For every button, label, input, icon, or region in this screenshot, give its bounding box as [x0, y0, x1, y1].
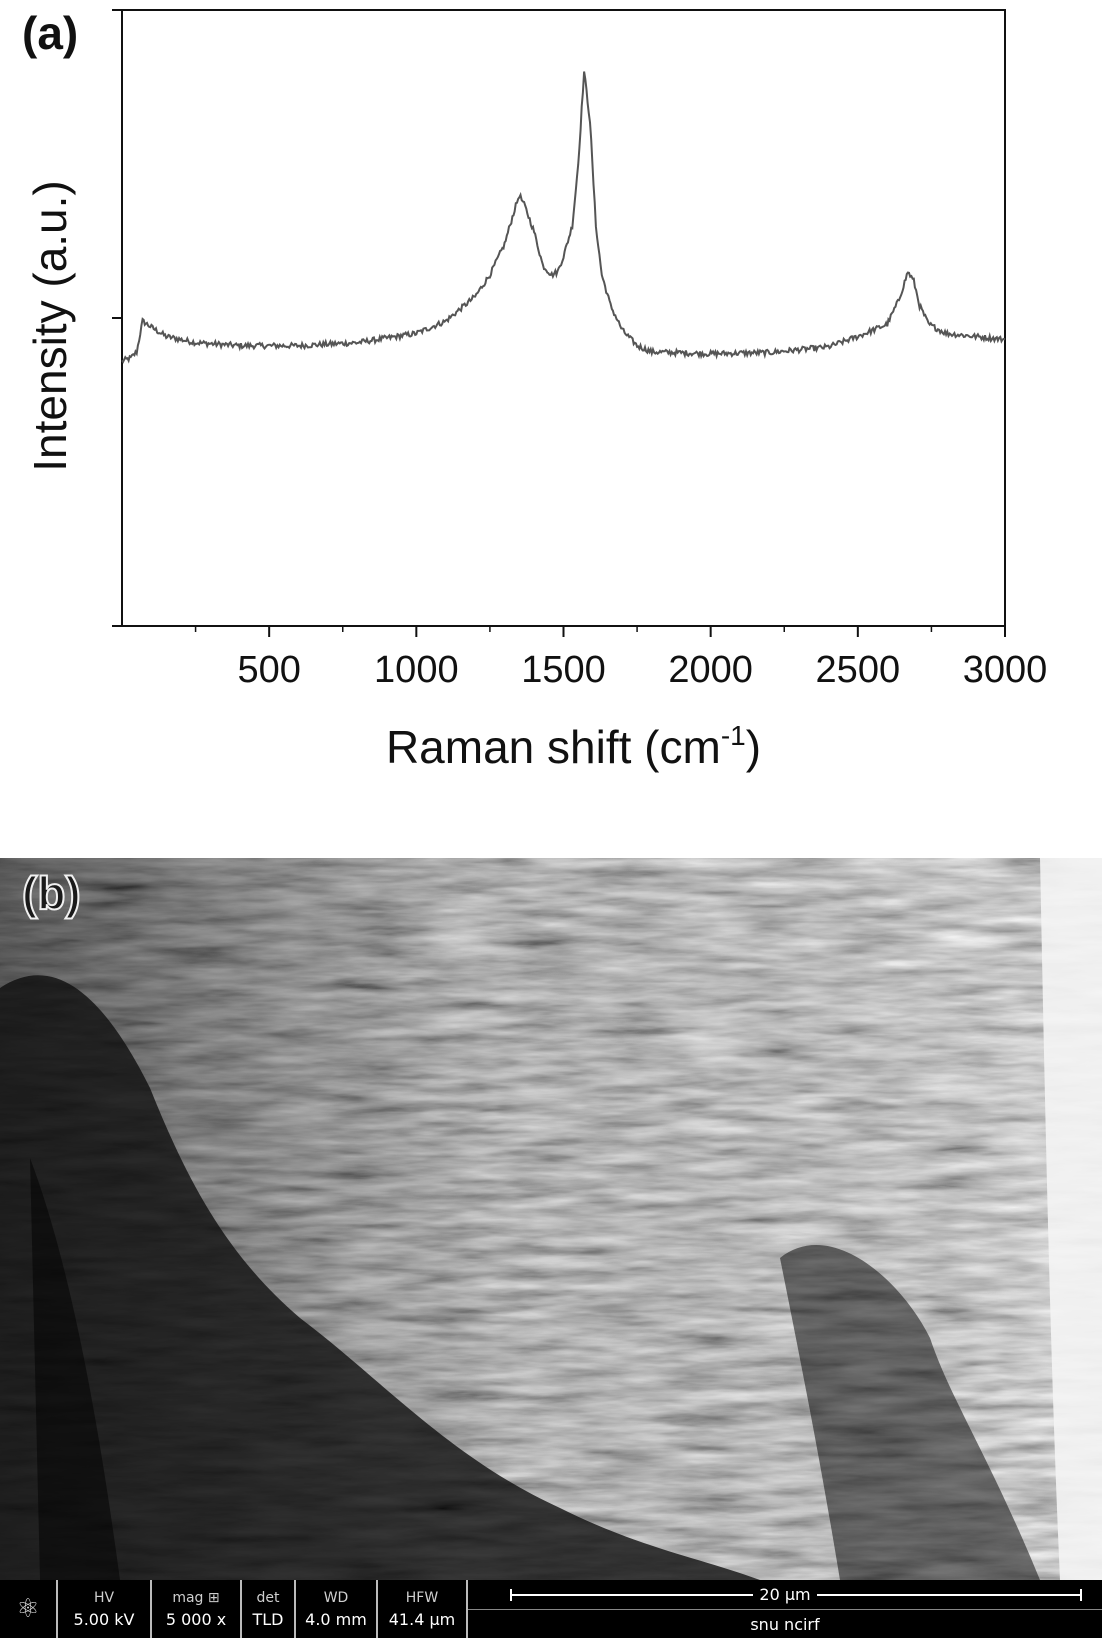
hfw-value: 41.4 µm [388, 1609, 456, 1629]
wd-key: WD [323, 1589, 349, 1606]
x-tick-label-1500: 1500 [521, 649, 606, 691]
mag-cell: mag ⊞ 5 000 x [152, 1580, 242, 1638]
x-tick-label-2000: 2000 [668, 649, 753, 691]
plot-frame [121, 9, 1006, 627]
sem-micrograph-image [0, 858, 1102, 1580]
scale-cell: 20 µm snu ncirf [468, 1580, 1102, 1638]
hfw-key: HFW [405, 1589, 439, 1606]
fei-atom-icon: ⚛ [0, 1580, 58, 1638]
x-tick-label-3000: 3000 [963, 649, 1048, 691]
det-key: det [256, 1589, 280, 1606]
scale-bar: 20 µm [468, 1580, 1102, 1610]
y-axis-label: Intensity (a.u.) [24, 180, 76, 471]
hv-key: HV [93, 1589, 115, 1606]
raman-spectrum-line-0 [121, 71, 1006, 364]
hfw-cell: HFW 41.4 µm [378, 1580, 468, 1638]
det-value: TLD [252, 1609, 284, 1629]
mag-value: 5 000 x [165, 1609, 227, 1629]
wd-value: 4.0 mm [305, 1609, 367, 1629]
sem-micrograph-panel: (b) ⚛ HV 5.00 kV mag ⊞ 5 000 x det TLD W… [0, 858, 1102, 1638]
mag-key: mag ⊞ [172, 1589, 220, 1606]
panel-a-label: (a) [22, 7, 79, 59]
x-axis-label: Raman shift (cm-1) [386, 720, 761, 773]
raman-chart: 500 1000 1500 2000 2500 3000 Raman shift (cm-1… [24, 9, 1048, 773]
x-tick-label-2500: 2500 [816, 649, 901, 691]
det-cell: det TLD [242, 1580, 296, 1638]
panel-b-label: (b) [21, 866, 82, 920]
raman-chart-panel: 500 1000 1500 2000 2500 3000 Raman shift (cm-1… [22, 7, 1048, 773]
x-tick-label-1000: 1000 [374, 649, 459, 691]
hv-value: 5.00 kV [73, 1609, 135, 1629]
sem-databar: ⚛ HV 5.00 kV mag ⊞ 5 000 x det TLD WD 4.… [0, 1580, 1102, 1638]
hv-cell: HV 5.00 kV [58, 1580, 152, 1638]
wd-cell: WD 4.0 mm [296, 1580, 378, 1638]
x-tick-label-500: 500 [237, 649, 300, 691]
scale-bar-label: 20 µm [753, 1585, 817, 1604]
lab-label: snu ncirf [750, 1614, 820, 1634]
